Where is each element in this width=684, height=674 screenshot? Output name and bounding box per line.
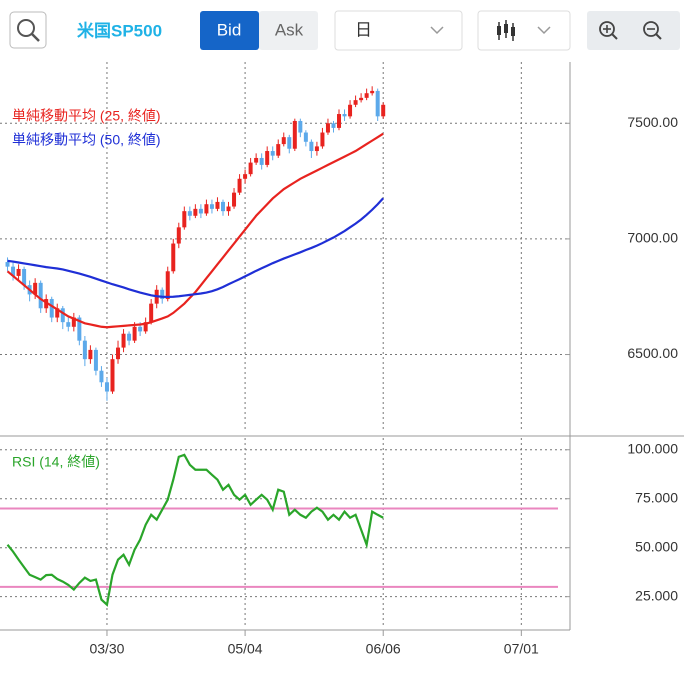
candle-body (209, 204, 214, 209)
candle-body (110, 359, 115, 392)
candle-body (303, 132, 308, 142)
x-tick-label: 07/01 (504, 641, 539, 657)
candle-body (121, 333, 126, 348)
candle-body (337, 114, 342, 128)
candle-body (298, 120, 303, 133)
y-tick-label: 7000.00 (627, 230, 678, 246)
candle-body (66, 322, 71, 327)
candle-body (381, 104, 386, 117)
zoom-buttons[interactable] (587, 11, 680, 50)
candle-body (232, 192, 237, 207)
candle-body (182, 211, 187, 228)
candle-body (49, 299, 54, 318)
candle-body (82, 340, 87, 360)
search-button[interactable] (9, 11, 47, 49)
candle-body (215, 201, 220, 209)
candle-body (160, 289, 165, 300)
candle-body (165, 271, 170, 300)
candle-body (5, 262, 10, 267)
series-line (6, 132, 384, 329)
candle-body (359, 97, 364, 101)
candle-body (237, 178, 242, 193)
chart-type-dropdown[interactable] (477, 10, 571, 51)
bid-label: Bid (217, 20, 242, 39)
candle-body (116, 347, 121, 360)
candle-body (88, 349, 93, 360)
y-tick-label: 75.000 (635, 489, 678, 505)
candle-body (342, 114, 347, 117)
period-dropdown[interactable]: 日 (334, 10, 463, 51)
candle-body (99, 370, 104, 383)
candle-body (353, 100, 358, 105)
candle-body (38, 282, 43, 309)
candle-body (176, 227, 181, 244)
x-tick-label: 06/06 (366, 641, 401, 657)
y-tick-label: 50.000 (635, 538, 678, 554)
legend-entry: 単純移動平均 (25, 終値) (12, 108, 161, 124)
series-line (6, 453, 384, 607)
candle-body (93, 349, 98, 371)
candle-body (314, 146, 319, 152)
candle-body (204, 204, 209, 214)
candle-body (149, 303, 154, 323)
candle-body (265, 151, 270, 165)
y-tick-label: 100.000 (627, 440, 678, 456)
y-tick-label: 7500.00 (627, 114, 678, 130)
candle-body (193, 208, 198, 216)
candle-body (127, 333, 132, 341)
candle-body (33, 282, 38, 295)
candle-body (259, 157, 264, 165)
candle-body (55, 308, 60, 318)
ask-button[interactable]: Ask (259, 11, 318, 50)
candle-body (16, 268, 21, 276)
y-tick-label: 6500.00 (627, 345, 678, 361)
candle-body (171, 243, 176, 272)
candle-body (292, 120, 297, 149)
candle-body (11, 266, 16, 276)
candle-body (132, 326, 137, 341)
candle-body (281, 137, 286, 145)
candle-body (270, 151, 275, 156)
candle-body (77, 317, 82, 341)
candle-body (143, 322, 148, 332)
candle-body (325, 123, 330, 133)
candle-body (138, 326, 143, 332)
candle-body (320, 132, 325, 147)
candle-body (370, 90, 375, 94)
candle-body (104, 382, 109, 392)
series-line (7, 197, 385, 299)
candle-body (71, 317, 76, 327)
x-tick-label: 03/30 (89, 641, 124, 657)
candle-body (309, 141, 314, 152)
period-label: 日 (355, 20, 372, 39)
bid-button[interactable]: Bid (200, 11, 259, 50)
x-tick-label: 05/04 (228, 641, 263, 657)
candle-body (276, 144, 281, 156)
legend-entry: RSI (14, 終値) (12, 454, 100, 470)
candle-body (331, 123, 336, 128)
candle-body (226, 206, 231, 212)
y-tick-label: 25.000 (635, 587, 678, 603)
candle-body (248, 162, 253, 175)
candle-body (22, 268, 27, 286)
candle-body (60, 308, 65, 323)
candle-body (243, 174, 248, 179)
candle-body (254, 157, 259, 163)
candle-body (220, 201, 225, 212)
ask-label: Ask (275, 20, 304, 39)
candle-body (198, 208, 203, 214)
candle-body (375, 90, 380, 117)
legend-entry: 単純移動平均 (50, 終値) (12, 132, 161, 148)
candle-body (348, 104, 353, 117)
candle-body (187, 211, 192, 216)
candle-body (364, 93, 369, 98)
symbol: 米国SP500 (77, 20, 162, 40)
candle-body (287, 137, 292, 149)
